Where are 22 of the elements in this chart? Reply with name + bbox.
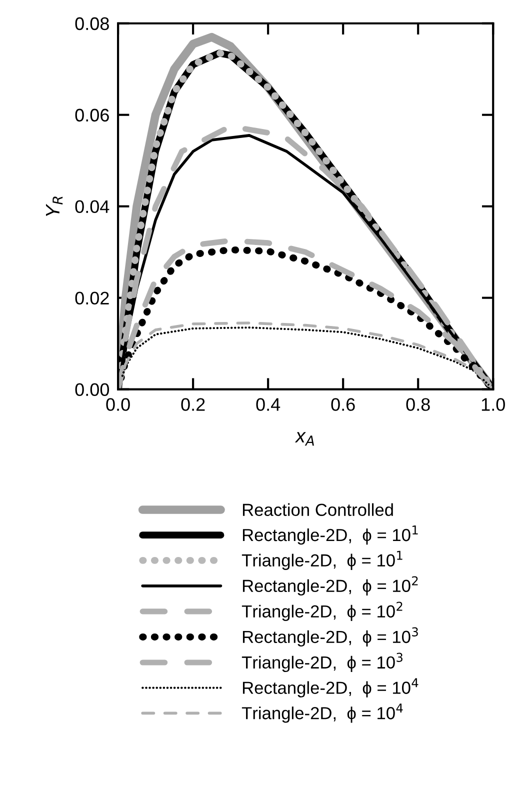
legend-label: Rectangle-2D, ϕ = 10$^{3}$ bbox=[242, 627, 418, 647]
legend-label: Reaction Controlled bbox=[242, 503, 393, 516]
x-axis-title: x$_{A}$ bbox=[294, 432, 314, 446]
y-tick-label: 0.00 bbox=[75, 383, 110, 396]
legend-label: Triangle-2D, ϕ = 10$^{4}$ bbox=[242, 704, 403, 723]
legend-label: Rectangle-2D, ϕ = 10$^{4}$ bbox=[242, 678, 418, 698]
legend-label: Triangle-2D, ϕ = 10$^{3}$ bbox=[242, 652, 402, 672]
y-tick-label: 0.02 bbox=[75, 292, 109, 305]
legend-label: Rectangle-2D, ϕ = 10$^{2}$ bbox=[242, 576, 418, 596]
y-axis-title: Y$_{R}$ bbox=[46, 196, 63, 216]
y-tick-label: 0.06 bbox=[75, 108, 109, 122]
x-tick-label: 1.0 bbox=[482, 398, 505, 411]
x-tick-label: 0.4 bbox=[256, 398, 280, 411]
legend-label: Triangle-2D, ϕ = 10$^{2}$ bbox=[242, 602, 402, 621]
x-tick-label: 0.2 bbox=[181, 398, 205, 411]
y-tick-label: 0.04 bbox=[75, 200, 110, 214]
x-tick-label: 0.0 bbox=[106, 398, 130, 411]
x-tick-label: 0.6 bbox=[331, 398, 355, 411]
legend-label: Triangle-2D, ϕ = 10$^{1}$ bbox=[242, 550, 402, 570]
y-tick-label: 0.08 bbox=[75, 17, 109, 30]
legend-label: Rectangle-2D, ϕ = 10$^{1}$ bbox=[242, 526, 418, 545]
x-tick-label: 0.8 bbox=[406, 398, 430, 411]
